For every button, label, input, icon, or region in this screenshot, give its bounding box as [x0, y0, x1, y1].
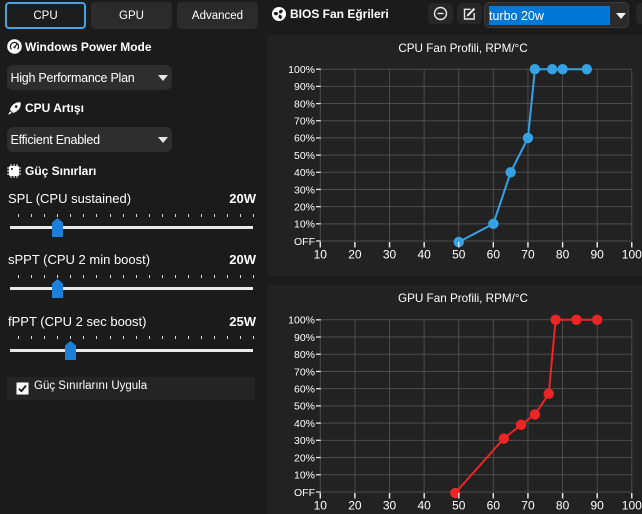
svg-text:100: 100 — [622, 248, 642, 262]
svg-text:10: 10 — [314, 499, 328, 513]
svg-text:50: 50 — [452, 499, 466, 513]
svg-text:80%: 80% — [294, 98, 315, 110]
svg-text:60%: 60% — [294, 133, 315, 145]
svg-text:90: 90 — [591, 248, 605, 262]
svg-text:90: 90 — [591, 499, 605, 513]
svg-text:70: 70 — [521, 248, 535, 262]
svg-text:GPU Fan Profili, RPM/°C: GPU Fan Profili, RPM/°C — [398, 292, 528, 305]
svg-text:40%: 40% — [294, 167, 315, 179]
svg-text:60: 60 — [487, 248, 501, 262]
svg-text:OFF: OFF — [294, 487, 315, 499]
svg-text:OFF: OFF — [294, 236, 315, 248]
svg-text:10%: 10% — [294, 470, 315, 482]
svg-text:20: 20 — [348, 499, 362, 513]
svg-text:50: 50 — [452, 248, 466, 262]
svg-text:80: 80 — [556, 248, 570, 262]
svg-text:70%: 70% — [294, 366, 315, 378]
svg-text:10%: 10% — [294, 219, 315, 231]
svg-text:30: 30 — [383, 499, 397, 513]
svg-text:100: 100 — [622, 499, 642, 513]
svg-text:50%: 50% — [294, 150, 315, 162]
svg-text:30%: 30% — [294, 435, 315, 447]
svg-text:40: 40 — [417, 248, 431, 262]
svg-text:40: 40 — [417, 499, 431, 513]
svg-text:CPU Fan Profili, RPM/°C: CPU Fan Profili, RPM/°C — [398, 42, 527, 55]
svg-text:70: 70 — [521, 499, 535, 513]
svg-text:90%: 90% — [294, 81, 315, 93]
svg-text:20: 20 — [348, 248, 362, 262]
svg-text:80: 80 — [556, 499, 570, 513]
svg-text:50%: 50% — [294, 401, 315, 413]
svg-text:20%: 20% — [294, 452, 315, 464]
svg-text:30%: 30% — [294, 184, 315, 196]
svg-text:70%: 70% — [294, 116, 315, 128]
svg-text:90%: 90% — [294, 332, 315, 344]
svg-text:20%: 20% — [294, 201, 315, 213]
svg-text:100%: 100% — [288, 64, 315, 76]
svg-text:80%: 80% — [294, 349, 315, 361]
svg-text:30: 30 — [383, 248, 397, 262]
svg-text:60: 60 — [487, 499, 501, 513]
svg-text:60%: 60% — [294, 383, 315, 395]
svg-text:40%: 40% — [294, 418, 315, 430]
svg-text:10: 10 — [314, 248, 328, 262]
svg-text:100%: 100% — [288, 315, 315, 327]
